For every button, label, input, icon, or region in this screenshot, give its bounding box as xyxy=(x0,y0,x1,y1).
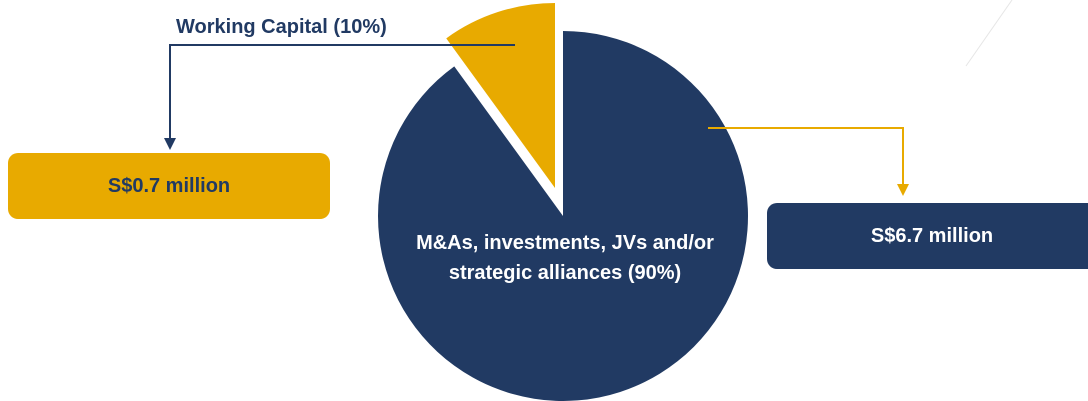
connector xyxy=(169,44,515,140)
amount-box: S$6.7 million xyxy=(767,203,1088,269)
pie-slice xyxy=(446,3,555,188)
pie-slice xyxy=(377,31,748,401)
decoration xyxy=(965,0,1013,67)
slice-label: M&As, investments, JVs and/or strategic … xyxy=(416,232,714,284)
arrow xyxy=(897,184,909,196)
arrow xyxy=(164,138,176,150)
slice-label: Working Capital (10%) xyxy=(176,16,387,38)
amount-box: S$0.7 million xyxy=(8,153,330,219)
connector xyxy=(708,127,904,186)
